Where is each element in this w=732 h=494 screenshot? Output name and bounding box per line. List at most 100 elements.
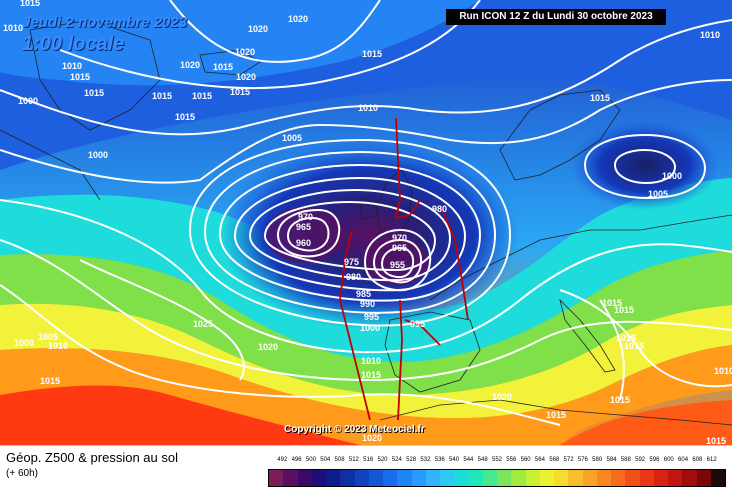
isobar-label: 975 xyxy=(344,257,359,267)
coast-north-africa xyxy=(379,399,732,426)
isobar-ring-985 xyxy=(233,176,467,292)
colour-scale-label: 528 xyxy=(406,457,417,463)
colour-swatch xyxy=(440,470,455,486)
isobar-ring-995 xyxy=(203,150,497,314)
trough-line-west xyxy=(339,229,371,421)
coast-ireland xyxy=(359,194,379,221)
colour-scale-label: 564 xyxy=(534,457,545,463)
isobar-ring-970-east xyxy=(363,228,432,292)
coast-labrador xyxy=(0,129,101,201)
colour-swatch xyxy=(568,470,583,486)
isobar-label: 980 xyxy=(432,204,447,214)
colour-scale-label: 544 xyxy=(463,457,474,463)
colour-scale-label: 508 xyxy=(334,457,345,463)
isobar-label: 960 xyxy=(296,238,311,248)
colour-scale-label: 516 xyxy=(363,457,374,463)
isobar-label: 1020 xyxy=(492,392,512,402)
band-red xyxy=(0,385,360,445)
isobar-label: 1010 xyxy=(700,30,720,40)
low-atlantic-core-east xyxy=(365,238,429,286)
colour-swatch xyxy=(397,470,412,486)
isobar-label: 1010 xyxy=(714,366,732,376)
colour-scale-label: 572 xyxy=(563,457,574,463)
isobar-label: 1015 xyxy=(230,87,250,97)
isobar-label: 970 xyxy=(298,212,313,222)
trough-line-east xyxy=(439,204,469,321)
colour-swatch xyxy=(696,470,711,486)
colour-scale-label: 576 xyxy=(577,457,588,463)
coast-europe xyxy=(429,214,732,301)
band-green xyxy=(0,250,732,395)
isobar-line-1015-south xyxy=(0,239,732,382)
isobar-ring-965-west xyxy=(286,216,330,252)
colour-scale-label: 512 xyxy=(348,457,359,463)
isobar-ring-1005-scandinavia xyxy=(583,133,707,200)
colour-swatch xyxy=(383,470,398,486)
map-title: Géop. Z500 & pression au sol xyxy=(6,450,178,465)
isobar-label: 1015 xyxy=(706,436,726,445)
low-scandinavia-area xyxy=(570,120,720,210)
colour-swatch xyxy=(497,470,512,486)
colour-swatch xyxy=(269,470,284,486)
colour-swatch xyxy=(411,470,426,486)
isobar-label: 1010 xyxy=(62,61,82,71)
colour-swatch xyxy=(468,470,483,486)
isobar-line-1020-north xyxy=(169,0,381,63)
isobar-label: 1000 xyxy=(662,171,682,181)
colour-scale-label: 560 xyxy=(520,457,531,463)
colour-swatch xyxy=(582,470,597,486)
isobar-label: 1020 xyxy=(180,60,200,70)
isobar-label: 1015 xyxy=(624,341,644,351)
band-yellow xyxy=(0,303,732,419)
isobar-label: 985 xyxy=(356,289,371,299)
colour-swatch xyxy=(311,470,326,486)
isobar-label: 1010 xyxy=(48,341,68,351)
colour-scale-label: 580 xyxy=(592,457,603,463)
valid-date: Jeudi 2 novembre 2023 xyxy=(22,14,188,31)
colour-scale-label: 556 xyxy=(506,457,517,463)
colour-scale-label: 504 xyxy=(320,457,331,463)
isobar-label: 980 xyxy=(346,272,361,282)
isobar-label: 955 xyxy=(390,260,405,270)
isobar-label: 1015 xyxy=(20,0,40,8)
coast-iceland xyxy=(199,49,261,76)
isobar-label: 965 xyxy=(296,222,311,232)
isobar-label: 1000 xyxy=(360,323,380,333)
coast-greenland xyxy=(29,19,161,131)
colour-swatch xyxy=(368,470,383,486)
isobar-label: 1005 xyxy=(38,332,58,342)
isobar-label: 1000 xyxy=(18,96,38,106)
isobar-label: 1020 xyxy=(248,24,268,34)
isobar-label: 1015 xyxy=(602,298,622,308)
colour-scale-bar xyxy=(268,469,726,487)
isobar-label: 1005 xyxy=(282,133,302,143)
colour-scale-label: 524 xyxy=(391,457,402,463)
colour-swatch xyxy=(425,470,440,486)
isobar-label: 1020 xyxy=(288,14,308,24)
isobar-label: 1015 xyxy=(40,376,60,386)
isobar-ring-960-east xyxy=(380,246,415,279)
isobar-label: 995 xyxy=(410,319,425,329)
isobar-label: 1010 xyxy=(358,103,378,113)
local-time: 1:00 locale xyxy=(22,33,125,55)
isobar-line-1015-north xyxy=(59,0,481,90)
colour-swatch xyxy=(283,470,298,486)
colour-swatch xyxy=(596,470,611,486)
colour-scale-label: 500 xyxy=(305,457,316,463)
colour-scale-label: 592 xyxy=(635,457,646,463)
colour-scale-label: 608 xyxy=(692,457,703,463)
trough-line-center xyxy=(397,299,403,421)
colour-swatch xyxy=(326,470,341,486)
legend-footer: Géop. Z500 & pression au sol (+ 60h) 492… xyxy=(0,445,732,494)
colour-swatch xyxy=(340,470,355,486)
isobar-label: 1015 xyxy=(152,91,172,101)
isobar-label: 1005 xyxy=(648,189,668,199)
isobar-label: 1020 xyxy=(235,47,255,57)
isobar-ring-980 xyxy=(248,188,452,282)
colour-scale-label: 552 xyxy=(491,457,503,463)
colour-scale-label: 588 xyxy=(620,457,631,463)
isobar-label: 1020 xyxy=(236,72,256,82)
isobar-label: 1000 xyxy=(14,338,34,348)
colour-swatch xyxy=(354,470,369,486)
band-mid-blue xyxy=(0,0,480,86)
